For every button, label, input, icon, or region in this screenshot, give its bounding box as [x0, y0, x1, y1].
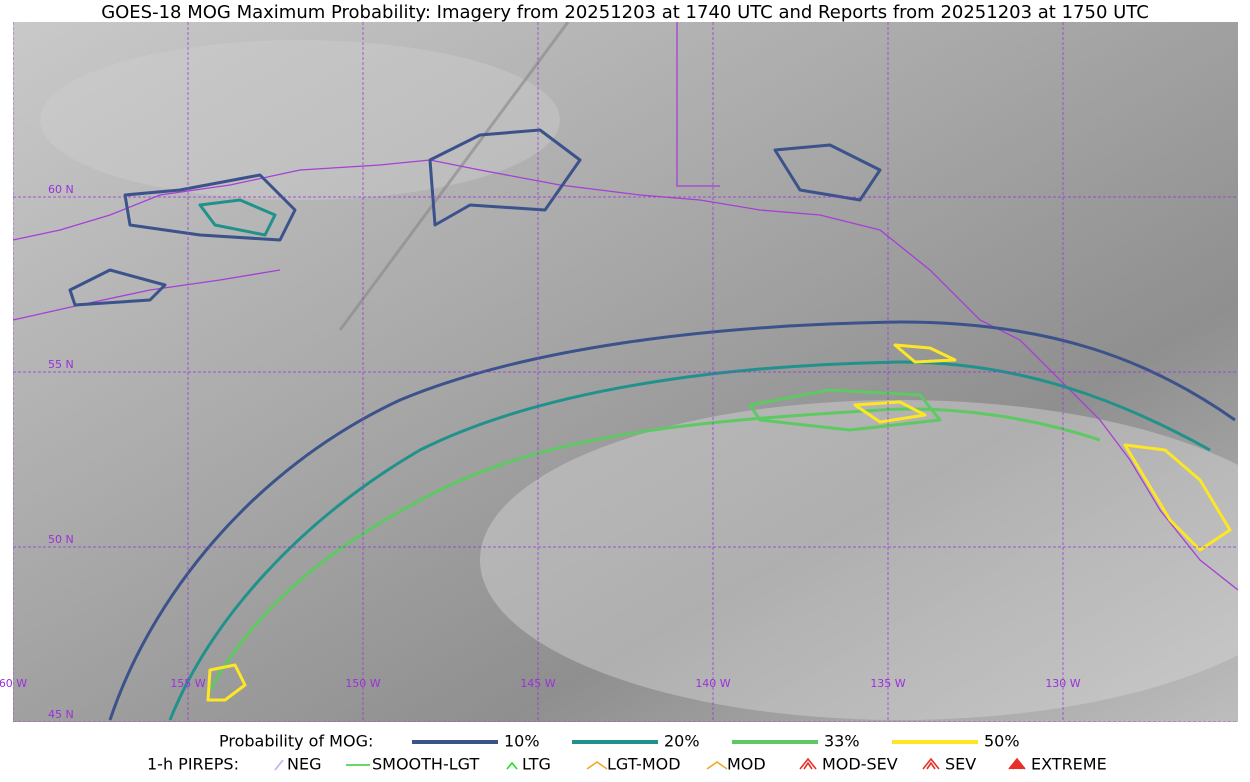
lat-label: 45 N [48, 708, 74, 721]
pirep-symbol [799, 757, 817, 770]
pirep-symbol [274, 759, 284, 771]
contour-20 [198, 198, 277, 237]
lon-label: 135 W [870, 677, 905, 690]
lat-label: 60 N [48, 183, 74, 196]
legend-label: 20% [664, 732, 700, 751]
contour-10 [428, 128, 582, 227]
legend-label: SMOOTH-LGT [372, 755, 479, 774]
legend-label: 33% [824, 732, 860, 751]
pirep-symbol [706, 761, 728, 770]
map [13, 22, 1238, 722]
legend-label: NEG [287, 755, 321, 774]
lon-label: 60 W [0, 677, 27, 690]
legend: Probability of MOG: 1-h PIREPS: 10% 20% 33… [147, 732, 1107, 774]
legend-label: LGT-MOD [607, 755, 681, 774]
lon-label: 155 W [170, 677, 205, 690]
contour-50 [1123, 443, 1232, 552]
lat-label: 55 N [48, 358, 74, 371]
lat-label: 50 N [48, 533, 74, 546]
contour-10 [108, 320, 1236, 721]
lon-label: 140 W [695, 677, 730, 690]
imagery-seam [338, 22, 570, 331]
legend-label: LTG [522, 755, 551, 774]
lon-label: 130 W [1045, 677, 1080, 690]
title: GOES-18 MOG Maximum Probability: Imagery… [101, 2, 1149, 23]
legend-title: Probability of MOG: [219, 732, 373, 751]
contour-50 [206, 663, 247, 702]
legend-label: MOD-SEV [822, 755, 898, 774]
lon-label: 150 W [345, 677, 380, 690]
cloud-area [480, 400, 1238, 720]
contour-50 [893, 343, 957, 364]
contour-10 [68, 268, 167, 307]
contour-33 [208, 407, 1101, 691]
contour-33 [748, 388, 942, 432]
legend-label: SEV [945, 755, 976, 774]
cloud-area [40, 40, 560, 200]
pirep-symbol [922, 757, 940, 770]
contour-20 [168, 360, 1211, 721]
contour-10 [773, 143, 882, 202]
pirep-symbol [586, 761, 608, 770]
legend-label: 10% [504, 732, 540, 751]
contour-50 [853, 400, 927, 424]
legend-label: 50% [984, 732, 1020, 751]
coastline [13, 159, 1238, 591]
lon-label: 145 W [520, 677, 555, 690]
coastline [13, 269, 281, 321]
pirep-symbol [506, 761, 518, 770]
border [676, 22, 720, 187]
legend-label: MOD [727, 755, 766, 774]
pirep-symbol [1008, 757, 1026, 770]
contour-10 [123, 173, 297, 242]
legend-title: 1-h PIREPS: [147, 755, 239, 774]
legend-label: EXTREME [1031, 755, 1107, 774]
